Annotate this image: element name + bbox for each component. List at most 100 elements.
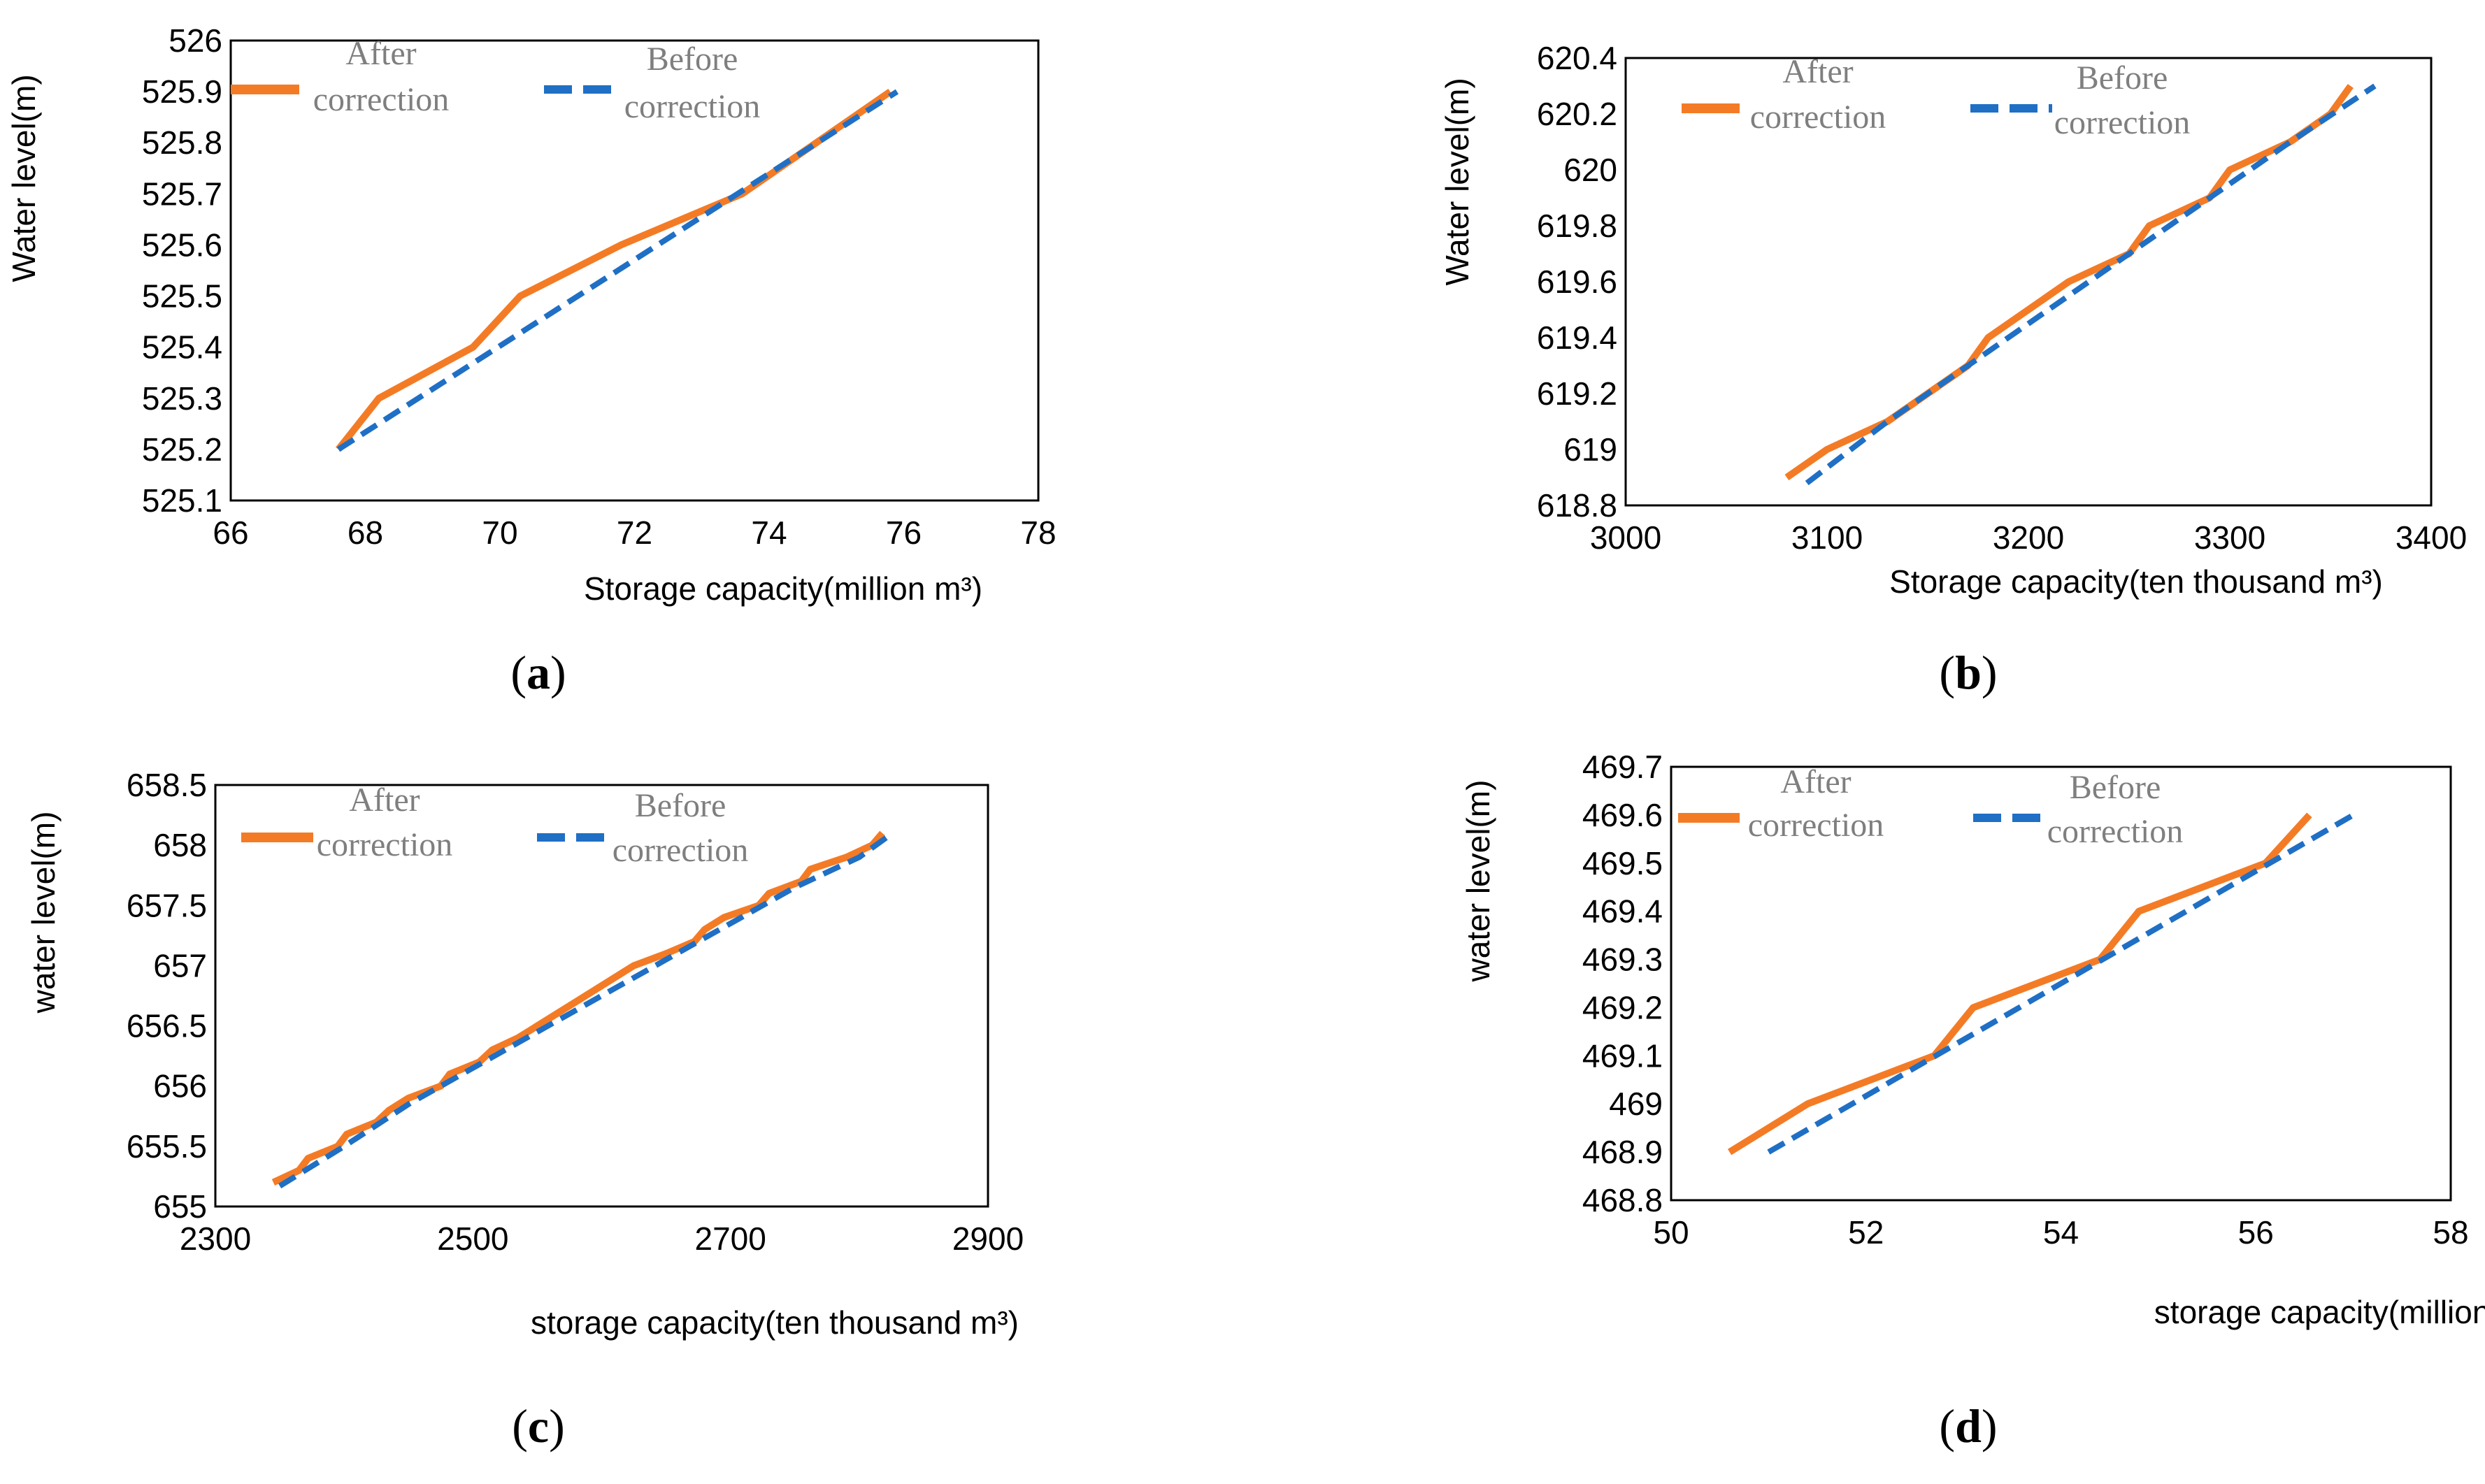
y-tick-label: 618.8: [1537, 487, 1617, 524]
legend-label-before: Before: [2070, 769, 2161, 806]
legend-label-after: correction: [1748, 807, 1884, 844]
x-axis-title: storage capacity(million m³): [2154, 1294, 2485, 1330]
y-tick-label: 468.8: [1582, 1182, 1663, 1218]
y-tick-label: 525.2: [142, 431, 222, 468]
y-tick-label: 656: [153, 1068, 207, 1104]
x-tick-label: 2900: [952, 1220, 1024, 1257]
y-tick-label: 658: [153, 827, 207, 863]
chart-panel-d: 468.8 468.9 469 469.1 469.2 469.3 469.4 469.5 46…: [1460, 749, 2485, 1453]
y-tick-label: 469.6: [1582, 797, 1663, 833]
x-tick-label: 2500: [437, 1220, 508, 1257]
panel-label-open-paren: (: [1939, 1399, 1955, 1453]
legend-label-after: After: [1780, 763, 1851, 800]
y-tick-label: 620.2: [1537, 96, 1617, 132]
x-tick-label: 72: [617, 514, 652, 551]
legend-label-after: After: [1782, 53, 1853, 90]
panel-label: (b): [1939, 646, 1997, 699]
y-tick-label: 619: [1563, 431, 1617, 468]
x-tick-label: 68: [348, 514, 383, 551]
y-tick-label: 525.4: [142, 329, 222, 366]
legend-label-after: After: [349, 781, 420, 819]
y-axis-title: water level(m): [25, 812, 62, 1014]
y-axis-title: Water level(m): [6, 74, 42, 282]
x-tick-label: 54: [2043, 1214, 2079, 1251]
panel-label: (c): [512, 1399, 565, 1453]
legend-label-after: correction: [1750, 99, 1886, 136]
x-tick-label: 50: [1653, 1214, 1689, 1251]
y-tick-label: 469: [1609, 1086, 1663, 1122]
plot-area-frame: [1624, 57, 2433, 507]
x-axis-title: Storage capacity(ten thousand m³): [1889, 563, 2383, 600]
legend-label-after: After: [345, 35, 416, 72]
y-tick-label: 619.8: [1537, 208, 1617, 244]
y-tick-label: 619.6: [1537, 264, 1617, 300]
y-tick-label: 657: [153, 947, 207, 984]
y-tick-label: 525.3: [142, 380, 222, 417]
panel-label-close-paren: ): [1982, 1399, 1998, 1453]
y-tick-label: 619.2: [1537, 375, 1617, 412]
panel-label-letter: d: [1955, 1399, 1982, 1453]
y-axis-title: water level(m): [1460, 780, 1496, 983]
y-axis-title: Water level(m): [1439, 78, 1475, 285]
legend-label-before: correction: [613, 832, 749, 869]
plot-area-frame: [214, 784, 989, 1208]
x-tick-label: 70: [482, 514, 517, 551]
chart-panel-b: 618.8 619 619.2 619.4 619.6 619.8 620 620.2 620.…: [1439, 40, 2467, 699]
x-tick-label: 3100: [1791, 519, 1863, 556]
x-tick-label: 78: [1020, 514, 1056, 551]
y-tick-label: 525.9: [142, 73, 222, 110]
panel-label-letter: b: [1955, 646, 1982, 699]
x-tick-label: 3000: [1590, 519, 1661, 556]
x-tick-label: 3400: [2396, 519, 2467, 556]
y-tick-label: 525.1: [142, 482, 222, 519]
legend-label-after: correction: [313, 81, 450, 118]
chart-panel-a: 525.1 525.2 525.3 525.4 525.5 525.6 525.7 525.8…: [6, 22, 1057, 699]
plot-area-frame: [229, 39, 1040, 502]
x-axis-title: Storage capacity(million m³): [584, 570, 982, 607]
series-line-before-correction: [278, 834, 889, 1189]
panel-label-open-paren: (: [510, 646, 527, 699]
y-tick-label: 469.7: [1582, 749, 1663, 785]
panel-label-open-paren: (: [512, 1399, 528, 1453]
y-tick-label: 657.5: [127, 887, 207, 923]
y-tick-label: 469.5: [1582, 845, 1663, 881]
legend-label-before: Before: [647, 41, 738, 78]
series-line-after-correction: [1784, 84, 2354, 481]
y-tick-label: 620: [1563, 152, 1617, 188]
panel-label: (d): [1939, 1399, 1997, 1453]
x-tick-label: 56: [2238, 1214, 2274, 1251]
x-tick-label: 66: [213, 514, 248, 551]
y-tick-label: 526: [169, 22, 222, 59]
series-line-before-correction: [1767, 812, 2355, 1155]
panel-label-close-paren: ): [549, 1399, 565, 1453]
y-tick-label: 620.4: [1537, 40, 1617, 76]
y-tick-label: 525.6: [142, 226, 222, 263]
series-line-after-correction: [1727, 812, 2312, 1155]
x-axis-title: storage capacity(ten thousand m³): [531, 1304, 1019, 1341]
panel-label-close-paren: ): [1982, 646, 1998, 699]
x-tick-label: 3300: [2194, 519, 2265, 556]
chart-panel-c: 655 655.5 656 656.5 657 657.5 658 658.5 2300 2500…: [25, 767, 1024, 1453]
legend-label-before: Before: [635, 787, 726, 824]
x-tick-label: 2700: [694, 1220, 766, 1257]
x-tick-label: 52: [1848, 1214, 1884, 1251]
y-tick-label: 619.4: [1537, 319, 1617, 356]
panel-label-close-paren: ): [550, 646, 566, 699]
panel-label-letter: c: [528, 1399, 549, 1453]
series-line-before-correction: [1805, 83, 2377, 486]
legend-label-before: correction: [2054, 104, 2191, 141]
x-tick-label: 2300: [180, 1220, 251, 1257]
x-tick-label: 76: [886, 514, 922, 551]
plot-area-frame: [1670, 765, 2452, 1202]
legend-label-after: correction: [317, 826, 453, 863]
panel-label-open-paren: (: [1939, 646, 1955, 699]
y-tick-label: 469.4: [1582, 893, 1663, 930]
y-tick-label: 656.5: [127, 1008, 207, 1044]
series-line-after-correction: [271, 830, 885, 1186]
y-tick-label: 469.3: [1582, 942, 1663, 978]
y-tick-label: 658.5: [127, 767, 207, 803]
series-line-before-correction: [336, 89, 899, 452]
panel-label: (a): [510, 646, 566, 699]
y-tick-label: 655.5: [127, 1128, 207, 1165]
